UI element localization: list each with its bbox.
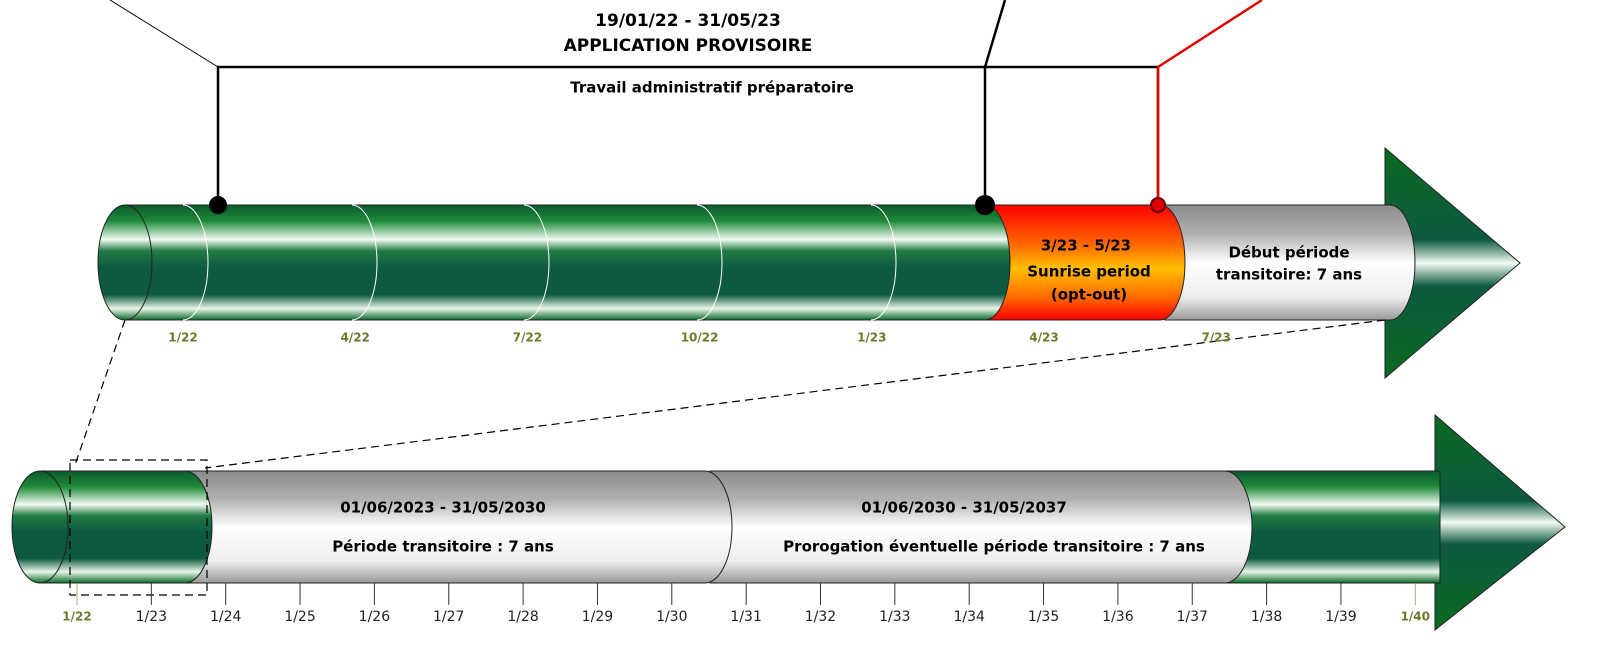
segment-dates: 01/06/2030 - 31/05/2037	[861, 499, 1067, 517]
sunrise-note: (opt-out)	[1051, 286, 1127, 304]
axis-label: 1/22	[62, 610, 91, 624]
sunrise-label: Sunrise period	[1027, 263, 1151, 281]
axis-label: 1/35	[1028, 609, 1059, 625]
sunrise-dates: 3/23 - 5/23	[1041, 237, 1131, 255]
callouts	[110, 0, 1262, 215]
axis-label: 1/30	[656, 609, 687, 625]
axis-label: 7/23	[1201, 331, 1230, 345]
axis-label: 1/33	[879, 609, 910, 625]
axis-label: 1/36	[1102, 609, 1134, 625]
axis-label: 1/37	[1177, 609, 1208, 625]
axis-label: 1/40	[1401, 610, 1430, 624]
transition-label: Début période	[1228, 244, 1349, 262]
zoom-lines	[75, 320, 1385, 468]
axis-label: 1/34	[953, 609, 985, 625]
axis-label: 1/31	[730, 609, 761, 625]
axis-label: 7/22	[513, 331, 542, 345]
axis-label: 10/22	[681, 331, 719, 345]
header-subtitle: Travail administratif préparatoire	[570, 79, 854, 97]
header-dates: 19/01/22 - 31/05/23	[595, 11, 781, 31]
segment-label: Prorogation éventuelle période transitoi…	[783, 538, 1205, 556]
axis-label: 1/27	[433, 609, 464, 625]
axis-label: 1/39	[1325, 609, 1356, 625]
axis-label: 1/24	[210, 609, 242, 625]
transition-label: transitoire: 7 ans	[1216, 266, 1362, 284]
axis-label: 1/25	[284, 609, 315, 625]
axis-label: 4/23	[1029, 331, 1058, 345]
bottom-arrow	[12, 415, 1565, 630]
segment-dates: 01/06/2023 - 31/05/2030	[340, 499, 546, 517]
axis-label: 1/23	[136, 609, 167, 625]
header-title: APPLICATION PROVISOIRE	[564, 36, 813, 56]
axis-label: 1/29	[582, 609, 613, 625]
axis-label: 1/38	[1251, 609, 1282, 625]
axis-label: 1/32	[805, 609, 836, 625]
top-arrow	[98, 148, 1520, 378]
axis-label: 1/23	[857, 331, 886, 345]
timeline-diagram: 19/01/22 - 31/05/23 APPLICATION PROVISOI…	[0, 0, 1603, 647]
segment-label: Période transitoire : 7 ans	[332, 538, 554, 556]
axis-label: 1/26	[359, 609, 391, 625]
axis-label: 4/22	[340, 331, 369, 345]
axis-label: 1/22	[168, 331, 197, 345]
axis-label: 1/28	[507, 609, 538, 625]
